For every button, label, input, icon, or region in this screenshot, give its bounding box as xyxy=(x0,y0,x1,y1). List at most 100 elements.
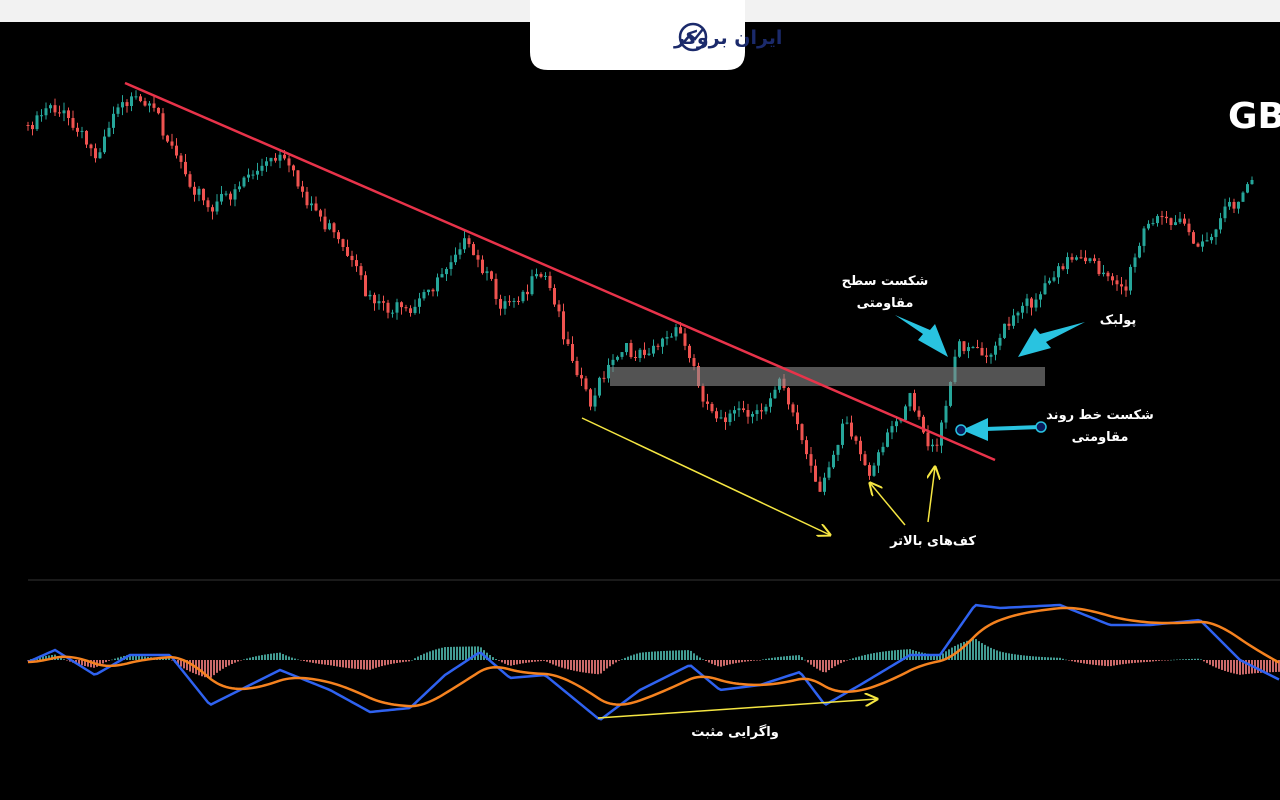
candle-body xyxy=(863,454,867,466)
candle-body xyxy=(593,395,597,407)
histogram-bar xyxy=(942,653,944,660)
candle-body xyxy=(1201,241,1204,247)
histogram-bar xyxy=(801,657,803,660)
histogram-bar xyxy=(1104,660,1106,666)
candle-body xyxy=(278,154,282,161)
candle-body xyxy=(206,200,210,208)
candle-body xyxy=(868,465,871,476)
histogram-bar xyxy=(462,646,464,660)
candle-body xyxy=(431,289,435,292)
histogram-bar xyxy=(1257,660,1259,674)
candle-body xyxy=(971,347,975,349)
histogram-bar xyxy=(327,660,329,665)
annotation: پولبک xyxy=(1100,313,1137,328)
candle-body xyxy=(314,203,318,211)
histogram-bar xyxy=(894,650,896,660)
histogram-bar xyxy=(372,660,374,669)
candle-body xyxy=(647,353,651,355)
candle-body xyxy=(886,432,889,447)
histogram-bar xyxy=(282,654,284,660)
histogram-bar xyxy=(813,660,815,667)
histogram-bar xyxy=(519,660,521,664)
candle-body xyxy=(1003,323,1006,338)
macd-panel xyxy=(27,603,1280,721)
histogram-bar xyxy=(1068,660,1070,661)
candle-body xyxy=(773,389,777,399)
histogram-bar xyxy=(1227,660,1229,672)
histogram-bar xyxy=(789,655,791,660)
candle-body xyxy=(1124,286,1128,291)
histogram-bar xyxy=(1185,659,1187,660)
histogram-bar xyxy=(177,660,179,665)
histogram-bar xyxy=(906,649,908,660)
candle-body xyxy=(625,343,628,353)
histogram-bar xyxy=(672,650,674,660)
candle-body xyxy=(904,406,907,420)
histogram-bar xyxy=(165,658,167,660)
candle-body xyxy=(611,359,615,365)
candle-body xyxy=(980,347,984,356)
histogram-bar xyxy=(231,660,233,665)
candle-body xyxy=(580,375,583,379)
candle-body xyxy=(656,345,660,347)
candle-body xyxy=(94,148,97,159)
histogram-bar xyxy=(99,660,101,666)
candle-body xyxy=(157,107,160,114)
histogram-bar xyxy=(621,659,623,660)
candle-body xyxy=(1075,257,1078,260)
histogram-bar xyxy=(561,660,563,668)
histogram-bar xyxy=(1167,660,1169,661)
histogram-bar xyxy=(1005,652,1007,660)
candle-body xyxy=(809,454,813,466)
histogram-bar xyxy=(756,660,758,661)
candle-body xyxy=(449,262,453,269)
annotation: مقاومتی xyxy=(1072,430,1129,445)
candle-body xyxy=(143,101,147,106)
candle-body xyxy=(346,247,349,256)
candle-body xyxy=(400,302,403,308)
histogram-bar xyxy=(654,651,656,660)
candle-body xyxy=(652,345,655,354)
candle-body xyxy=(553,288,556,305)
candle-body xyxy=(368,294,372,297)
histogram-bar xyxy=(201,660,203,677)
histogram-bar xyxy=(1083,660,1085,664)
candle-body xyxy=(1246,184,1249,193)
histogram-bar xyxy=(723,660,725,666)
candle-body xyxy=(440,274,444,278)
histogram-bar xyxy=(1224,660,1226,671)
histogram-bar xyxy=(642,652,644,660)
candle-body xyxy=(935,444,939,446)
histogram-bar xyxy=(750,660,752,661)
histogram-bar xyxy=(1032,656,1034,660)
histogram-bar xyxy=(453,646,455,660)
histogram-bar xyxy=(1020,655,1022,660)
histogram-bar xyxy=(771,657,773,660)
histogram-bar xyxy=(1176,659,1178,661)
histogram-bar xyxy=(834,660,836,667)
histogram-bar xyxy=(426,652,428,660)
histogram-bar xyxy=(66,660,68,661)
histogram-bar xyxy=(777,657,779,660)
candle-body xyxy=(274,157,277,161)
candle-body xyxy=(85,130,88,145)
histogram-bar xyxy=(1113,660,1115,666)
candle-body xyxy=(1021,305,1024,313)
histogram-bar xyxy=(783,656,785,660)
candle-body xyxy=(310,203,313,206)
histogram-bar xyxy=(297,659,299,660)
histogram-bar xyxy=(339,660,341,667)
candle-body xyxy=(98,152,102,159)
candle-body xyxy=(202,188,205,201)
histogram-bar xyxy=(189,660,191,672)
histogram-bar xyxy=(708,660,710,663)
histogram-bar xyxy=(1062,658,1064,660)
histogram-bar xyxy=(120,656,122,660)
histogram-bar xyxy=(504,660,506,664)
candle-body xyxy=(481,259,484,274)
histogram-bar xyxy=(810,660,812,665)
histogram-bar xyxy=(288,656,290,660)
histogram-bar xyxy=(795,655,797,660)
candle-body xyxy=(1241,192,1245,202)
histogram-bar xyxy=(591,660,593,674)
